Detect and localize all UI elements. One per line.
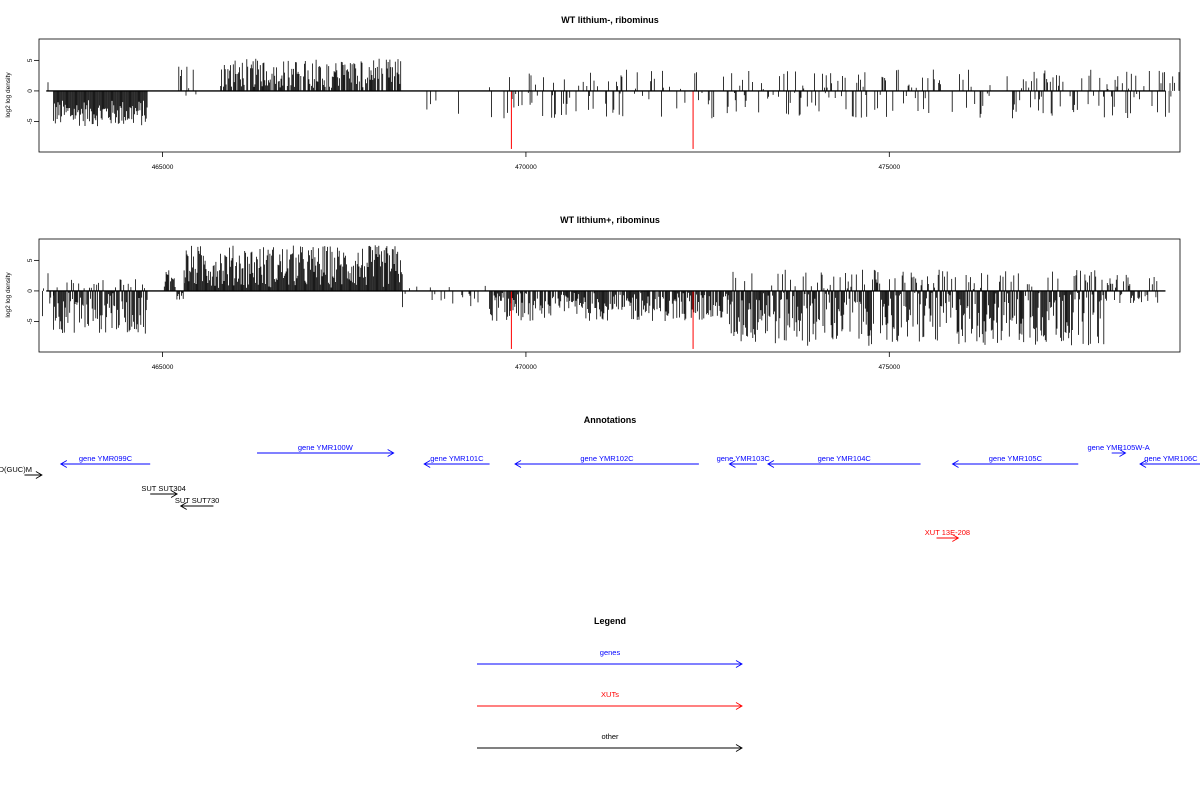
annotation-arrow-head <box>170 490 178 498</box>
plot-frame <box>38 38 1181 153</box>
track-lithium-minus: WT lithium-, ribominus log2 log density … <box>5 15 1181 171</box>
annotation-arrow-head <box>951 460 959 468</box>
legend-label: other <box>601 732 619 741</box>
annotation-gene: gene YMR105C <box>951 454 1079 468</box>
annotation-label: gene YMR105W-A <box>1087 443 1149 452</box>
annotation-label: tRNA tD(GUC)M <box>0 465 32 474</box>
annotation-label: gene YMR103C <box>717 454 771 463</box>
annotation-label: SUT SUT730 <box>175 496 219 505</box>
y-tick-label: 5 <box>27 58 34 62</box>
annotation-label: XUT 13E-208 <box>925 528 970 537</box>
signal-bars <box>46 58 1180 149</box>
track-lithium-plus: WT lithium+, ribominus log2 log density … <box>5 215 1181 371</box>
legend: Legend genes XUTs other <box>477 616 743 752</box>
legend-arrow-head <box>735 660 743 668</box>
y-tick-label: 0 <box>27 89 34 93</box>
legend-entry-xut: XUTs <box>477 690 743 710</box>
track-title: WT lithium+, ribominus <box>560 215 660 225</box>
y-tick-label: -5 <box>27 118 34 124</box>
annotation-label: gene YMR106C <box>1144 454 1198 463</box>
y-tick-label: 0 <box>27 289 34 293</box>
annotation-arrow-head <box>728 460 736 468</box>
x-tick-label: 475000 <box>878 164 900 171</box>
signal-bars <box>42 245 1166 349</box>
legend-label: genes <box>600 648 621 657</box>
legend-label: XUTs <box>601 690 619 699</box>
legend-title: Legend <box>594 616 626 626</box>
x-tick-label: 470000 <box>515 164 537 171</box>
annotation-label: SUT SUT304 <box>141 484 185 493</box>
y-axis-label: log2 log density <box>5 272 12 318</box>
annotation-arrow-head <box>387 449 395 457</box>
annotation-arrow-head <box>59 460 68 468</box>
annotation-arrow-head <box>514 460 522 468</box>
annotation-label: gene YMR100W <box>298 443 354 452</box>
annotation-gene: gene YMR106C <box>1139 454 1200 468</box>
y-axis-label: log2 log density <box>5 72 12 118</box>
annotation-label: gene YMR102C <box>580 454 634 463</box>
annotation-arrow-head <box>35 471 43 479</box>
annotation-gene: gene YMR105W-A <box>1087 443 1150 457</box>
y-tick-label: -5 <box>27 318 34 324</box>
axis-ticks: 465000 470000 475000 5 0 -5 <box>27 258 901 371</box>
annotation-arrow-head <box>179 502 187 510</box>
annotation-label: gene YMR101C <box>430 454 484 463</box>
annotation-gene: gene YMR102C <box>514 454 699 468</box>
legend-entry-gene: genes <box>477 648 743 668</box>
track-title: WT lithium-, ribominus <box>561 15 659 25</box>
x-tick-label: 465000 <box>152 164 174 171</box>
annotation-label: gene YMR104C <box>818 454 872 463</box>
annotation-arrow-head <box>1139 460 1147 468</box>
annotation-arrow-head <box>767 460 775 468</box>
annotations-panel: Annotations tRNA tD(GUC)M gene YMR099C gen… <box>0 415 1200 542</box>
legend-arrow-head <box>735 744 743 752</box>
annotation-other: SUT SUT730 <box>175 496 219 510</box>
legend-entry-other: other <box>477 732 743 752</box>
annotation-gene: gene YMR101C <box>423 454 490 468</box>
annotation-gene: gene YMR104C <box>767 454 921 468</box>
annotation-label: gene YMR105C <box>989 454 1043 463</box>
annotation-arrow-head <box>423 460 431 468</box>
x-tick-label: 475000 <box>878 364 900 371</box>
annotations-title: Annotations <box>584 415 637 425</box>
x-tick-label: 470000 <box>515 364 537 371</box>
annotation-gene: gene YMR103C <box>717 454 771 468</box>
annotation-label: gene YMR099C <box>79 454 133 463</box>
y-tick-label: 5 <box>27 258 34 262</box>
x-tick-label: 465000 <box>152 364 174 371</box>
annotation-gene: gene YMR100W <box>257 443 395 457</box>
annotation-other: tRNA tD(GUC)M <box>0 465 43 479</box>
axis-ticks: 465000 470000 475000 5 0 -5 <box>27 58 901 171</box>
plot-frame <box>38 238 1181 353</box>
legend-arrow-head <box>735 702 743 710</box>
annotation-xut: XUT 13E-208 <box>925 528 970 542</box>
annotation-arrow-head <box>1119 449 1127 457</box>
annotation-other: SUT SUT304 <box>141 484 186 498</box>
annotation-arrow-head <box>952 534 960 542</box>
annotation-gene: gene YMR099C <box>59 454 151 468</box>
